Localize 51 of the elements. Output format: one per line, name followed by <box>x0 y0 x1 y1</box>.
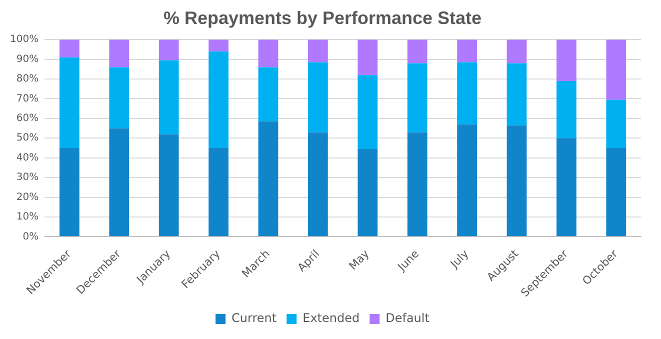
bar <box>457 62 477 124</box>
bar <box>556 138 576 236</box>
bar <box>407 40 428 64</box>
bar <box>606 100 626 148</box>
bar <box>358 148 378 236</box>
bar <box>60 40 80 58</box>
bar <box>109 128 130 236</box>
bar <box>358 75 378 149</box>
legend-label: Extended <box>302 311 360 326</box>
y-tick-label: 100% <box>10 34 39 46</box>
bar <box>60 57 80 148</box>
legend-label: Default <box>386 311 430 326</box>
bar <box>308 62 328 132</box>
y-tick-label: 40% <box>16 152 39 164</box>
y-tick-label: 90% <box>16 54 39 65</box>
bar <box>556 80 576 138</box>
bar <box>506 63 527 126</box>
bar <box>606 148 626 236</box>
bar <box>407 132 428 236</box>
bar <box>308 132 328 236</box>
bar <box>506 125 527 236</box>
bar <box>606 40 626 100</box>
y-tick-label: 20% <box>16 192 39 203</box>
bar <box>109 67 130 128</box>
bar <box>457 40 477 62</box>
bar <box>308 40 328 62</box>
bar <box>258 67 278 122</box>
bar <box>158 134 179 236</box>
bar <box>158 60 179 134</box>
y-tick-label: 10% <box>16 212 39 223</box>
bar <box>158 40 179 60</box>
legend-label: Current <box>232 311 277 326</box>
bar <box>358 40 378 76</box>
bar <box>506 40 527 64</box>
y-tick-label: 0% <box>22 231 39 242</box>
y-tick-label: 50% <box>16 132 39 144</box>
bar <box>258 40 278 68</box>
bar <box>208 40 228 52</box>
bar <box>407 63 428 132</box>
y-tick-label: 70% <box>16 93 39 104</box>
bar <box>258 121 278 236</box>
chart-title: % Repayments by Performance State <box>163 8 482 28</box>
bar <box>208 51 228 148</box>
bar <box>457 124 477 236</box>
y-tick-label: 80% <box>16 74 39 85</box>
y-tick-label: 30% <box>16 172 39 184</box>
bar <box>109 40 130 68</box>
bar <box>556 40 576 81</box>
bar <box>60 148 80 236</box>
bar <box>208 148 228 236</box>
y-tick-label: 60% <box>16 113 39 124</box>
